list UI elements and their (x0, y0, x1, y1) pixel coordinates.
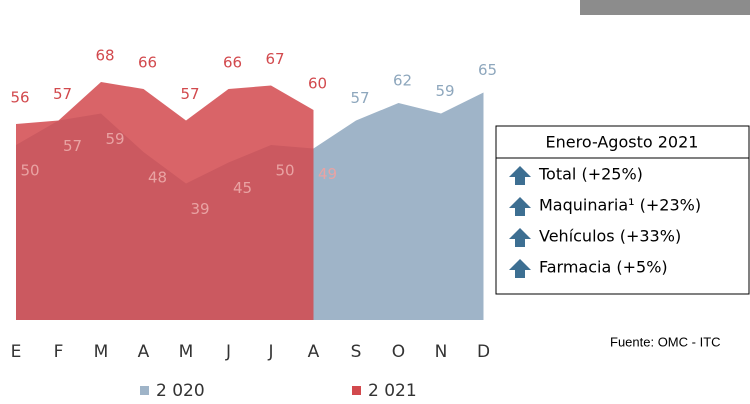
source: Fuente: OMC - ITC (610, 334, 721, 349)
data-label: 68 (95, 47, 114, 65)
x-tick-label: M (179, 342, 194, 362)
data-label: 39 (190, 200, 209, 218)
x-tick-label: D (477, 342, 490, 362)
x-tick-label: M (94, 342, 109, 362)
annotation-item: Total (+25%) (538, 165, 643, 184)
data-label: 56 (10, 89, 29, 107)
up-arrow (509, 197, 531, 216)
data-label: 57 (53, 85, 72, 103)
annotation-title: Enero-Agosto 2021 (546, 133, 699, 152)
legend-label: 2 021 (368, 381, 417, 401)
x-tick-label: A (308, 342, 320, 362)
data-label: 45 (233, 179, 252, 197)
legend-swatch (140, 386, 149, 395)
data-label: 49 (318, 165, 337, 183)
x-tick-label: J (267, 342, 273, 362)
x-tick-label: F (54, 342, 64, 362)
data-label: 57 (180, 85, 199, 103)
data-label: 65 (478, 61, 497, 79)
x-tick-label: A (138, 342, 150, 362)
data-label: 48 (148, 169, 167, 187)
annotation-box (495, 125, 750, 295)
data-label: 66 (223, 54, 242, 72)
up-arrow (509, 228, 531, 247)
legend-label: 2 020 (156, 381, 205, 401)
annotation-item: Maquinaria¹ (+23%) (539, 196, 701, 215)
data-label: 57 (63, 137, 82, 155)
header-bar (580, 0, 750, 15)
data-label: 59 (105, 130, 124, 148)
data-label: 67 (265, 50, 284, 68)
x-tick-label: S (351, 342, 362, 362)
up-arrow (509, 166, 531, 185)
area (16, 82, 314, 320)
data-label: 50 (20, 162, 39, 180)
data-label: 66 (138, 54, 157, 72)
annotation-item: Vehículos (+33%) (539, 227, 681, 246)
x-tick-label: E (11, 342, 22, 362)
annotation-item: Farmacia (+5%) (539, 258, 668, 277)
legend-swatch (352, 386, 361, 395)
data-label: 50 (275, 162, 294, 180)
x-tick-label: J (225, 342, 231, 362)
data-label: 57 (350, 89, 369, 107)
x-tick-label: O (392, 342, 405, 362)
data-label: 60 (308, 75, 327, 93)
up-arrow (509, 259, 531, 278)
data-label: 59 (435, 82, 454, 100)
x-tick-label: N (435, 342, 448, 362)
data-label: 62 (393, 72, 412, 90)
